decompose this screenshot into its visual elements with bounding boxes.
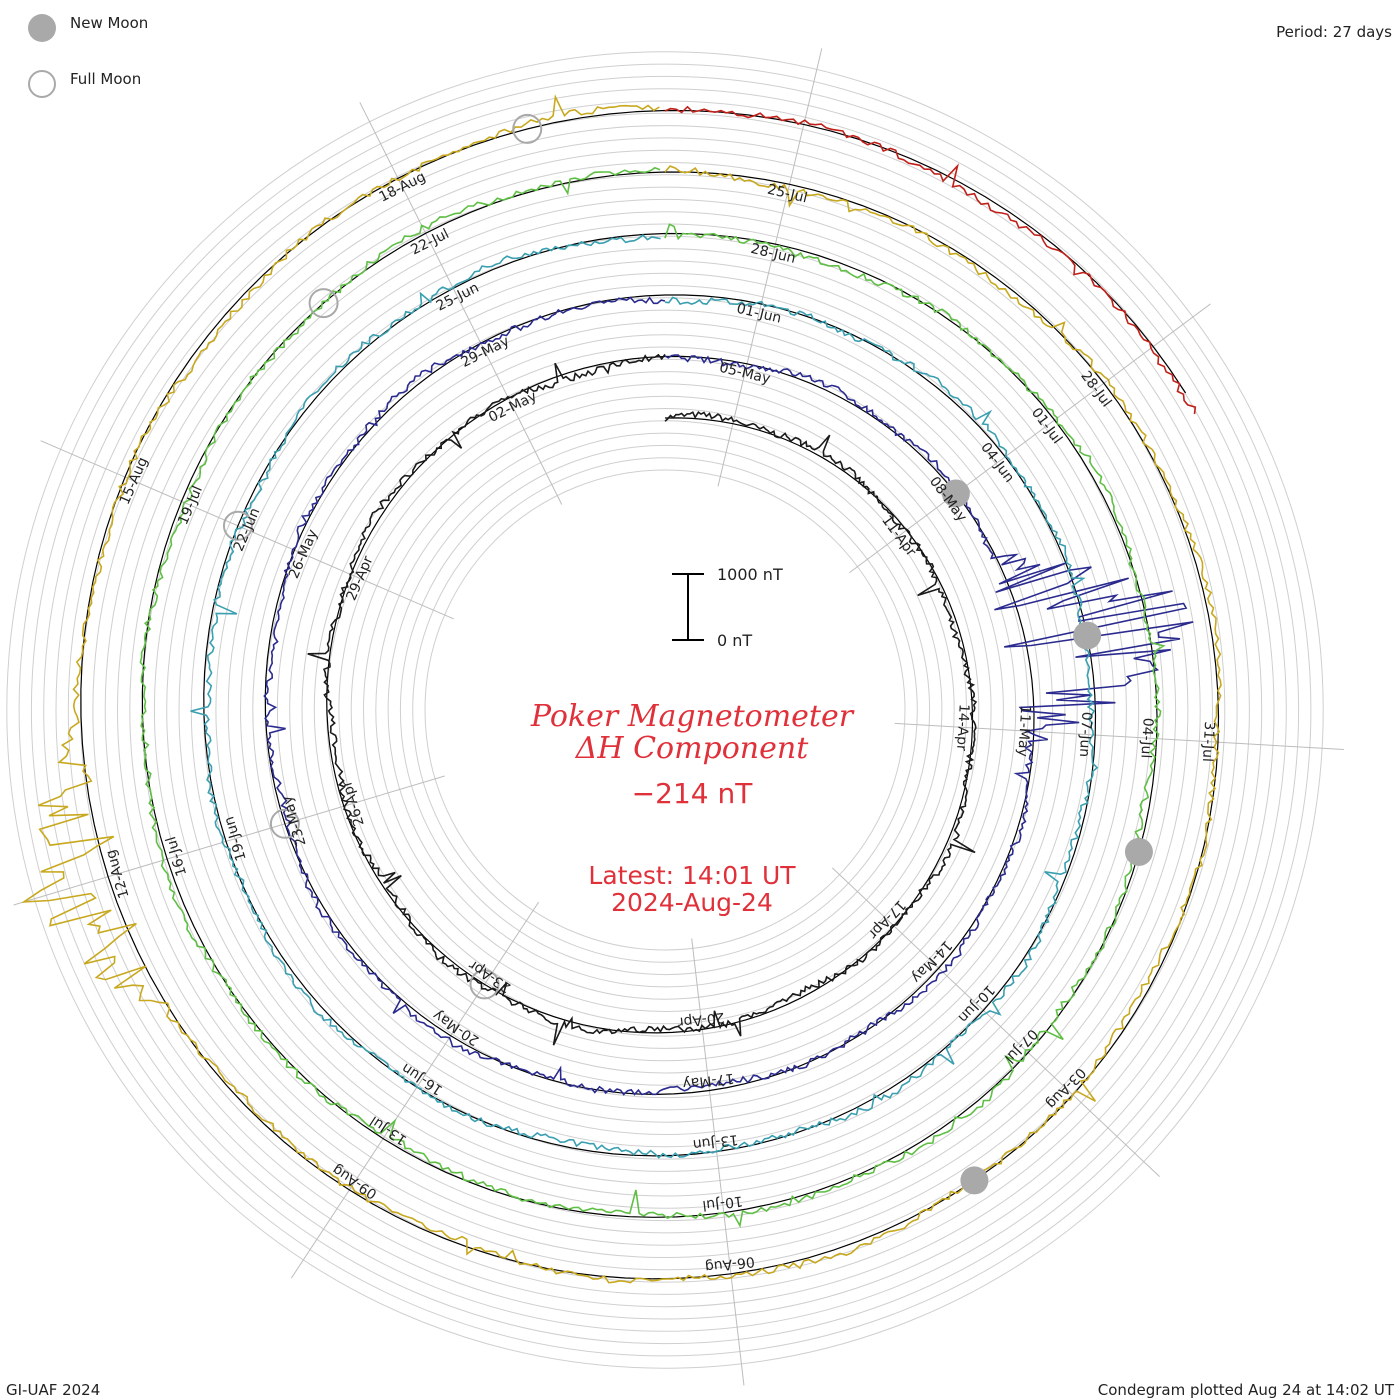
latest-value: −214 nT (632, 777, 754, 810)
grid-ring (289, 334, 1041, 1086)
grid-ring (252, 297, 1078, 1123)
rotation-trace-3 (190, 234, 1099, 1159)
grid-ring (399, 444, 931, 976)
latest-time: Latest: 14:01 UT (588, 861, 796, 890)
full-moon-legend-icon (28, 70, 56, 98)
grid-ring (412, 457, 918, 963)
grid-ring (104, 149, 1226, 1271)
rotation-trace-5 (21, 94, 1222, 1284)
grid-ring (363, 408, 967, 1012)
grid-ring (129, 174, 1201, 1246)
grid-ring (18, 63, 1312, 1357)
new-moon-legend-icon (28, 14, 56, 42)
rotation-trace-4 (139, 166, 1166, 1228)
rotation-trace-1 (307, 353, 978, 1046)
grid-ring (227, 272, 1103, 1148)
day-spoke (831, 867, 1160, 1178)
full-moon-marker (308, 288, 339, 319)
day-spoke (13, 775, 445, 906)
full-moon-marker (512, 113, 543, 144)
date-label: 20-Apr (677, 1009, 726, 1030)
date-label: 28-Jun (749, 241, 797, 267)
rotation-trace-2 (263, 296, 1194, 1096)
scale-bottom-label: 0 nT (717, 631, 752, 650)
title-line2: ΔH Component (575, 731, 809, 766)
date-label: 25-Jul (766, 182, 809, 207)
grid-ring (240, 285, 1090, 1135)
date-label: 11-May (1014, 705, 1033, 758)
grid-ring (55, 100, 1275, 1320)
baseline-spiral (80, 109, 1220, 1280)
day-spoke (359, 102, 563, 505)
date-label: 14-Apr (953, 704, 972, 752)
grid-ring (178, 223, 1152, 1197)
date-label: 17-May (682, 1070, 735, 1092)
day-spoke (691, 938, 745, 1386)
ring-grid (6, 51, 1324, 1369)
date-label: 07-Jun (1076, 711, 1095, 757)
date-label: 03-Aug (1043, 1064, 1089, 1111)
new-moon-marker (1073, 621, 1102, 650)
day-spoke (849, 303, 1211, 574)
date-label: 13-Jul (367, 1112, 410, 1148)
title-line1: Poker Magnetometer (530, 699, 855, 734)
grid-ring (387, 432, 943, 988)
grid-ring (338, 383, 992, 1037)
grid-ring (215, 260, 1115, 1160)
grid-ring (153, 198, 1177, 1222)
footer-left: GI-UAF 2024 (6, 1381, 100, 1399)
date-label: 04-Jul (1137, 717, 1155, 758)
grid-ring (313, 358, 1017, 1062)
footer-right: Condegram plotted Aug 24 at 14:02 UT (1098, 1381, 1395, 1399)
day-spoke (40, 440, 455, 620)
date-label: 13-Jun (692, 1131, 739, 1152)
grid-ring (92, 137, 1238, 1283)
new-moon-marker (1124, 837, 1153, 866)
new-moon-marker (960, 1166, 989, 1195)
traces (21, 94, 1222, 1284)
period-label: Period: 27 days (1276, 23, 1392, 41)
full-moon-marker (222, 510, 253, 541)
new-moon-marker (941, 479, 970, 508)
day-spoke (717, 48, 823, 487)
day-spoke (894, 722, 1344, 751)
new-moon-legend-label: New Moon (70, 14, 148, 32)
date-label: 31-Jul (1199, 721, 1217, 762)
grid-ring (117, 162, 1213, 1258)
grid-ring (43, 88, 1287, 1332)
grid-ring (6, 51, 1324, 1369)
spokes (13, 48, 1344, 1386)
grid-ring (350, 395, 980, 1025)
full-moon-marker (269, 808, 300, 839)
grid-ring (166, 211, 1164, 1209)
date-label: 06-Aug (704, 1253, 755, 1275)
day-spoke (290, 901, 540, 1279)
full-moon-legend-label: Full Moon (70, 70, 141, 88)
date-label: 29-Apr (343, 554, 376, 604)
grid-ring (424, 469, 906, 951)
rotation-trace-6 (664, 105, 1197, 415)
grid-ring (276, 321, 1054, 1099)
baselines (80, 109, 1220, 1280)
date-label: 01-Jun (735, 301, 783, 327)
date-label: 10-Jul (701, 1192, 743, 1213)
grid-ring (301, 346, 1029, 1074)
scale-top-label: 1000 nT (717, 565, 783, 584)
date-label: 14-May (908, 937, 955, 986)
moon-markers (222, 113, 1153, 1195)
grid-ring (30, 75, 1300, 1345)
grid-ring (67, 112, 1263, 1308)
date-label: 25-Jun (434, 280, 482, 315)
full-moon-marker (469, 969, 500, 1000)
latest-date: 2024-Aug-24 (611, 888, 773, 917)
